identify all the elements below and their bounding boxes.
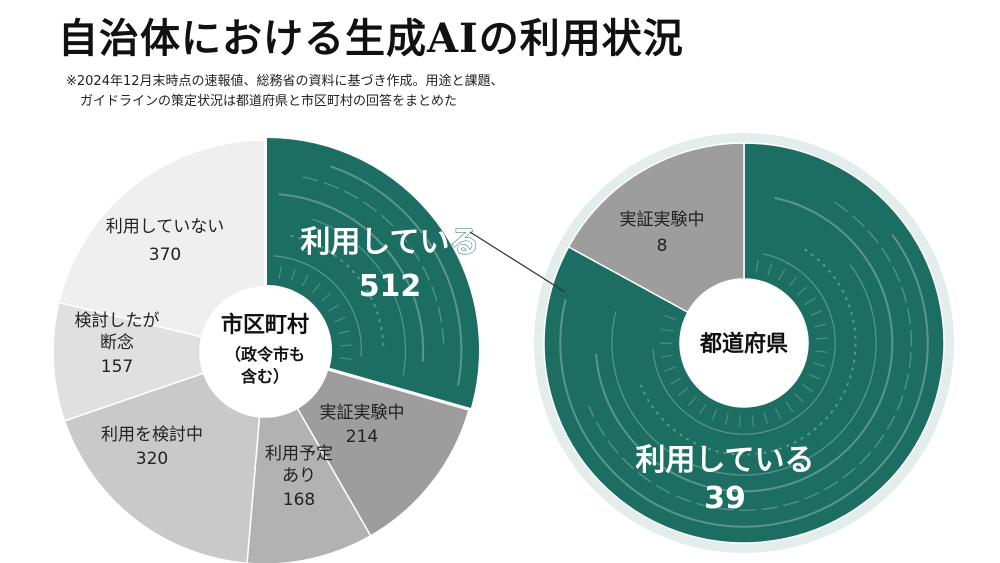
center-label-municipalities: 市区町村 xyxy=(221,312,309,338)
label-planned: 利用予定あり xyxy=(265,444,333,486)
value-abandoned: 157 xyxy=(101,357,133,377)
value-planned: 168 xyxy=(283,490,315,510)
pref-slice-trial xyxy=(567,142,745,314)
center-hole-municipalities xyxy=(200,287,330,417)
slice-using-pattern xyxy=(273,165,463,386)
connector-line xyxy=(469,231,566,293)
center-hole-prefectures xyxy=(680,279,808,407)
label-considering: 利用を検討中 xyxy=(101,425,203,445)
value-not-using: 370 xyxy=(149,245,181,265)
center-sublabel-municipalities: （政令市も含む） xyxy=(225,345,305,386)
label-trial: 実証実験中 xyxy=(320,403,405,423)
source-note-line2: ガイドラインの策定状況は都道府県と市区町村の回答をまとめた xyxy=(80,94,458,109)
label-using: 利用している xyxy=(300,225,479,260)
pref-slice-using-pattern xyxy=(559,196,929,528)
pref-value-using: 39 xyxy=(704,481,746,516)
chart-title: 自治体における生成AIの利用状況 xyxy=(58,15,684,62)
center-label-prefectures: 都道府県 xyxy=(699,331,788,357)
label-abandoned: 検討したが断念 xyxy=(75,311,160,353)
source-note-line1: ※2024年12月末時点の速報値、総務省の資料に基づき作成。用途と課題、 xyxy=(66,74,504,89)
value-using: 512 xyxy=(359,269,422,304)
slice-using xyxy=(267,138,480,408)
pref-label-using: 利用している xyxy=(635,443,814,478)
pref-value-trial: 8 xyxy=(657,236,668,256)
pref-label-trial: 実証実験中 xyxy=(620,210,705,230)
label-not-using: 利用していない xyxy=(106,217,225,237)
value-considering: 320 xyxy=(136,449,168,469)
value-trial: 214 xyxy=(346,427,378,447)
